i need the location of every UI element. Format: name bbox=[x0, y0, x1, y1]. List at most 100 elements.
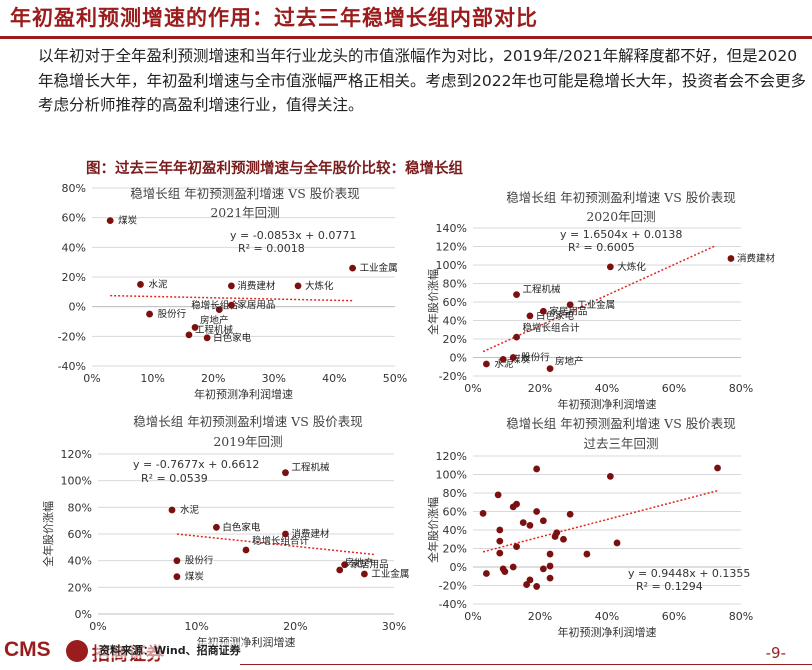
data-point bbox=[583, 550, 591, 558]
y-tick-label: 100% bbox=[61, 475, 92, 488]
y-tick-label: 60% bbox=[62, 212, 86, 225]
y-tick-label: 80% bbox=[62, 182, 86, 195]
data-point-label: 房地产 bbox=[555, 356, 584, 368]
regression-equation: y = 1.6504x + 0.0138 bbox=[560, 228, 682, 241]
y-tick-label: 60% bbox=[443, 296, 467, 309]
data-point bbox=[613, 539, 621, 547]
x-tick-label: 80% bbox=[729, 610, 753, 623]
data-point-label: 消费建材 bbox=[291, 528, 330, 540]
data-point bbox=[499, 355, 507, 363]
y-tick-label: 100% bbox=[436, 469, 467, 482]
x-tick-label: 50% bbox=[383, 372, 407, 385]
y-tick-label: 0% bbox=[69, 301, 86, 314]
data-point bbox=[546, 550, 554, 558]
cms-logo: CMS bbox=[4, 638, 51, 661]
data-point bbox=[496, 549, 504, 557]
data-point bbox=[227, 301, 235, 309]
data-point bbox=[526, 312, 534, 320]
data-point bbox=[349, 264, 356, 272]
y-tick-label: 80% bbox=[443, 487, 467, 500]
data-point-label: 消费建材 bbox=[737, 253, 776, 265]
y-tick-label: -40% bbox=[58, 360, 86, 373]
data-point bbox=[173, 573, 181, 581]
data-point-label: 股份行 bbox=[185, 555, 214, 567]
x-axis-label: 年初预测净利润增速 bbox=[558, 397, 657, 411]
data-point bbox=[168, 506, 176, 514]
y-tick-label: 40% bbox=[443, 315, 467, 328]
y-axis-label: 全年股价涨幅 bbox=[426, 497, 440, 563]
r-squared: R² = 0.0539 bbox=[141, 472, 208, 485]
data-point bbox=[560, 535, 567, 543]
y-tick-label: 40% bbox=[443, 524, 467, 537]
x-tick-label: 20% bbox=[283, 620, 307, 633]
y-tick-label: 80% bbox=[443, 278, 467, 291]
page-title: 年初盈利预测增速的作用：过去三年稳增长组内部对比 bbox=[10, 6, 538, 30]
y-tick-label: 40% bbox=[68, 555, 92, 568]
x-tick-label: 30% bbox=[382, 620, 406, 633]
scatter-chart-three-years: -40% -20% 0% 20% 40% 60% 80% 100% 120% 0% 20% 40% 60… bbox=[426, 416, 753, 639]
data-point-label: 消费建材 bbox=[237, 280, 276, 292]
data-point-label: 工程机械 bbox=[291, 462, 330, 474]
x-tick-label: 40% bbox=[595, 610, 619, 623]
data-point bbox=[341, 561, 349, 569]
data-point bbox=[533, 508, 541, 515]
data-point bbox=[566, 510, 574, 518]
y-tick-label: 120% bbox=[61, 448, 92, 461]
data-point bbox=[173, 557, 181, 565]
y-tick-label: 120% bbox=[436, 450, 467, 463]
data-point bbox=[727, 255, 735, 262]
data-point-label: 工程机械 bbox=[523, 284, 562, 296]
data-point bbox=[606, 472, 614, 480]
data-point bbox=[215, 306, 223, 314]
chart-title: 稳增长组 年初预测盈利增速 VS 股价表现 bbox=[506, 416, 736, 431]
data-point bbox=[282, 469, 289, 477]
x-tick-label: 20% bbox=[528, 610, 552, 623]
data-point-label: 水泥 bbox=[148, 278, 168, 290]
x-tick-label: 60% bbox=[662, 382, 686, 395]
scatter-chart-2021: -40% -20% 0% 20% 40% 60% 80% 0% 10% 20% 30% 40% 50% 稳… bbox=[58, 182, 408, 401]
y-tick-label: 20% bbox=[443, 543, 467, 556]
data-point bbox=[213, 523, 220, 531]
y-tick-label: -20% bbox=[58, 330, 86, 343]
data-point bbox=[566, 301, 574, 309]
scatter-chart-2019: 0% 20% 40% 60% 80% 100% 120% 0% 10% 20% 30% 稳增长组 年初… bbox=[41, 414, 409, 649]
chart-title: 稳增长组 年初预测盈利增速 VS 股价表现 bbox=[130, 186, 360, 201]
data-point-label: 工业金属 bbox=[360, 262, 398, 274]
regression-equation: y = -0.7677x + 0.6612 bbox=[133, 458, 259, 471]
title-underline bbox=[0, 36, 812, 39]
data-source-note: 资料来源：Wind、招商证券 bbox=[96, 642, 244, 658]
y-tick-label: 80% bbox=[68, 501, 92, 514]
data-point-label: 家居用品 bbox=[237, 299, 275, 311]
data-point-label: 家居用品 bbox=[549, 305, 587, 317]
data-point-label: 工业金属 bbox=[371, 568, 409, 580]
regression-equation: y = 0.9448x + 0.1355 bbox=[628, 567, 750, 580]
x-tick-label: 30% bbox=[262, 372, 286, 385]
y-tick-label: -20% bbox=[439, 580, 467, 593]
data-point-label: 房地产 bbox=[200, 314, 229, 326]
data-point bbox=[191, 324, 199, 331]
data-point-label: 白色家电 bbox=[222, 521, 261, 533]
data-point bbox=[513, 500, 520, 508]
data-point-label: 股份行 bbox=[158, 308, 187, 320]
data-point bbox=[483, 360, 490, 368]
data-point-label: 大炼化 bbox=[617, 261, 646, 273]
y-tick-label: 40% bbox=[62, 241, 86, 254]
x-tick-label: 10% bbox=[184, 620, 208, 633]
data-point-label: 股份行 bbox=[521, 352, 550, 364]
y-axis-label: 全年股价涨幅 bbox=[426, 269, 440, 335]
x-tick-label: 10% bbox=[140, 372, 164, 385]
y-tick-label: 20% bbox=[443, 333, 467, 346]
y-tick-label: 0% bbox=[75, 608, 92, 621]
data-point-label: 大炼化 bbox=[305, 280, 334, 292]
data-point bbox=[203, 334, 211, 342]
y-tick-label: 60% bbox=[68, 528, 92, 541]
x-tick-label: 20% bbox=[201, 372, 225, 385]
data-point bbox=[553, 529, 561, 537]
data-point bbox=[483, 570, 490, 577]
data-point bbox=[496, 537, 504, 545]
chart-subtitle: 2021年回测 bbox=[210, 205, 279, 220]
r-squared: R² = 0.1294 bbox=[636, 580, 703, 593]
data-point bbox=[513, 291, 520, 298]
data-point bbox=[282, 530, 289, 538]
